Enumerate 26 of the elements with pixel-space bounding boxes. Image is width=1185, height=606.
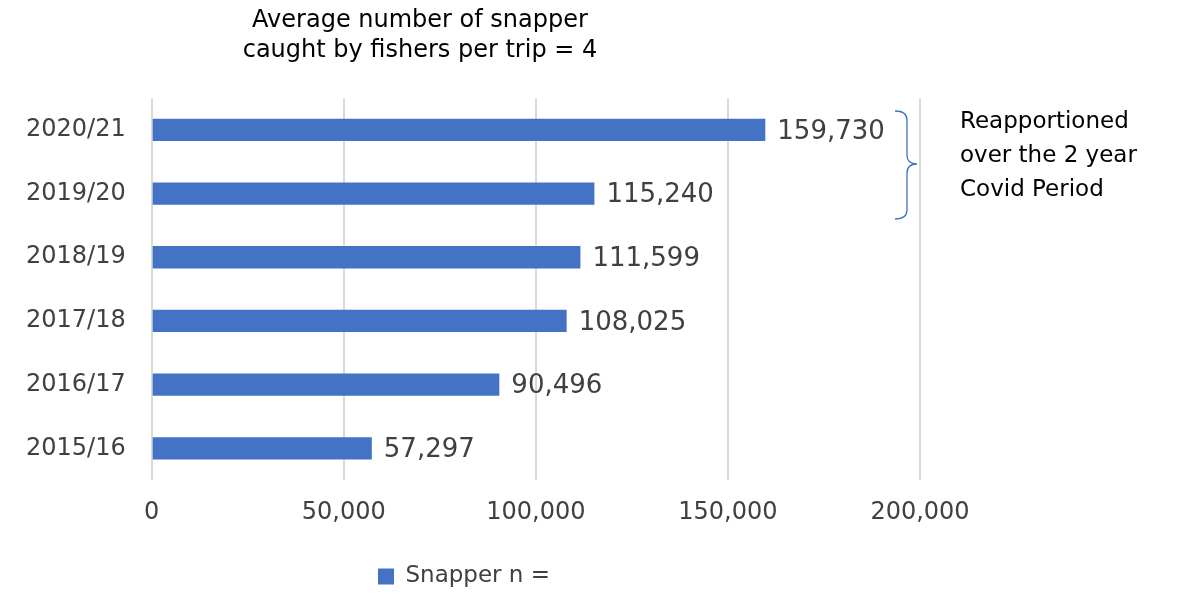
x-tick-label: 50,000 <box>301 496 386 525</box>
bar <box>152 437 372 460</box>
bar <box>152 309 567 333</box>
x-tick-label: 100,000 <box>486 496 586 525</box>
y-tick-label: 2019/20 <box>26 177 126 206</box>
data-label: 57,297 <box>383 433 475 464</box>
x-tick-label: 150,000 <box>678 496 778 525</box>
bar <box>152 373 500 396</box>
bar <box>152 246 581 269</box>
y-tick-label: 2015/16 <box>26 432 126 461</box>
x-tick-label: 200,000 <box>870 496 970 525</box>
legend-label: Snapper n = <box>405 561 551 588</box>
data-label: 159,730 <box>777 114 885 145</box>
y-tick-label: 2018/19 <box>26 241 126 270</box>
data-label: 115,240 <box>606 178 714 209</box>
data-label: 108,025 <box>578 305 687 336</box>
bar <box>152 182 595 205</box>
chart-title: Average number of snapper caught by fishers per trip = 4 <box>241 4 599 64</box>
data-label: 90,496 <box>511 369 603 400</box>
x-tick-label: 0 <box>144 496 160 525</box>
text: Reapportioned over the 2 year Covid Period <box>960 106 1138 203</box>
y-tick-label: 2017/18 <box>26 305 126 334</box>
y-tick-label: 2020/21 <box>26 114 126 143</box>
y-tick-label: 2016/17 <box>26 368 126 397</box>
bar <box>152 118 766 141</box>
data-label: 111,599 <box>592 242 700 272</box>
